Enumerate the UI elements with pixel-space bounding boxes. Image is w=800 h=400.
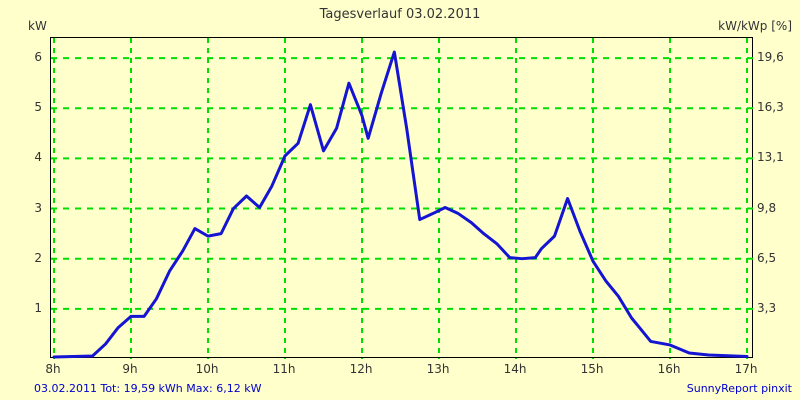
series-path [52,50,749,359]
y-axis-left-unit-label: kW [28,19,47,33]
x-axis-tick-5: 13h [426,362,450,376]
x-axis-tick-8: 16h [657,362,681,376]
footer-summary: 03.02.2011 Tot: 19,59 kWh Max: 6,12 kW [34,382,262,395]
y-axis-left-tick-1: 2 [34,250,42,265]
y-axis-right-tick-0: 3,3 [757,300,777,315]
y-axis-right-unit-label: kW/kWp [%] [718,19,792,33]
footer-credit: SunnyReport pinxit [686,382,792,395]
page-title: Tagesverlauf 03.02.2011 [319,7,481,22]
plot-area [50,37,754,359]
x-axis-tick-2: 10h [195,362,219,376]
y-axis-left-tick-4: 5 [34,100,42,115]
y-axis-right-tick-3: 13,1 [757,150,784,165]
y-axis-left-tick-5: 6 [34,50,42,65]
y-axis-right-tick-2: 9,8 [757,200,777,215]
x-axis-tick-0: 8h [45,362,61,376]
y-axis-right-tick-1: 6,5 [757,250,777,265]
x-axis-tick-4: 12h [349,362,373,376]
y-axis-right-tick-4: 16,3 [757,100,784,115]
x-axis-tick-6: 14h [503,362,527,376]
x-axis-tick-1: 9h [122,362,138,376]
y-axis-left-tick-3: 4 [34,150,42,165]
x-axis-tick-3: 11h [272,362,296,376]
y-axis-left-tick-2: 3 [34,200,42,215]
y-axis-right-tick-5: 19,6 [757,50,784,65]
y-axis-left-tick-0: 1 [34,300,42,315]
data-series-line [52,50,749,359]
x-axis-tick-7: 15h [580,362,604,376]
x-axis-tick-9: 17h [734,362,758,376]
